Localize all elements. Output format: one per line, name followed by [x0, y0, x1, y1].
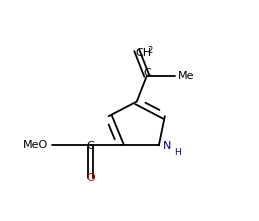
Text: O: O	[86, 173, 95, 183]
Text: MeO: MeO	[23, 141, 48, 151]
Text: N: N	[163, 141, 171, 151]
Text: C: C	[143, 68, 151, 78]
Text: C: C	[87, 141, 95, 151]
Text: CH: CH	[136, 48, 152, 57]
Text: H: H	[174, 148, 181, 157]
Text: 2: 2	[148, 46, 153, 55]
Text: Me: Me	[178, 71, 195, 81]
